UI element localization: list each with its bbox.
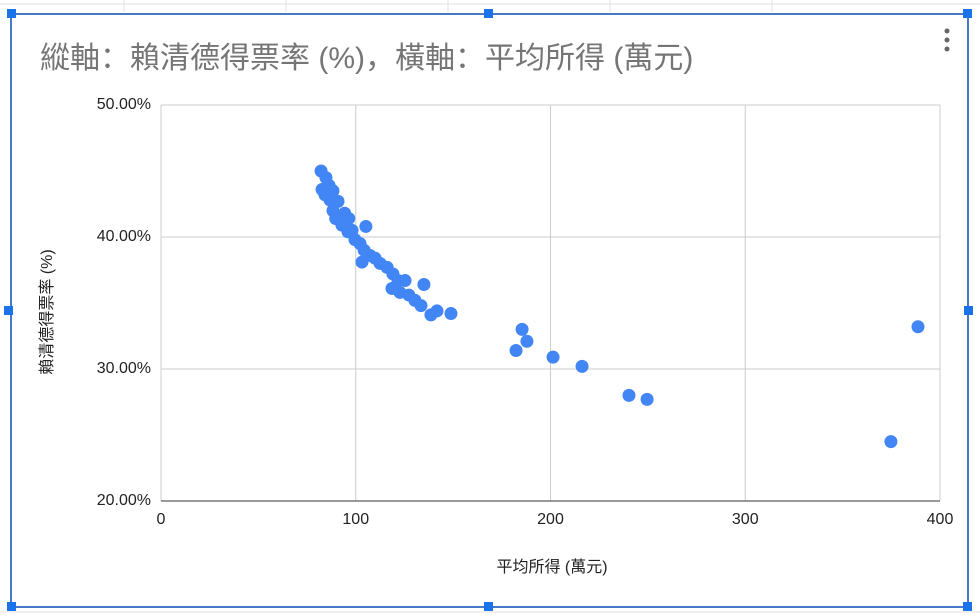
x-tick-label: 200 — [537, 511, 564, 528]
x-tick-label: 400 — [927, 511, 954, 528]
point — [546, 350, 560, 364]
point — [414, 299, 428, 313]
y-tick-label: 20.00% — [97, 492, 151, 509]
point — [575, 359, 589, 373]
y-tick-label: 40.00% — [97, 228, 151, 245]
point — [622, 388, 636, 402]
point — [640, 392, 654, 406]
chart-frame[interactable] — [10, 13, 969, 608]
point — [884, 435, 898, 449]
point — [430, 304, 444, 318]
x-axis-label: 平均所得 (萬元) — [496, 558, 607, 576]
point — [520, 334, 534, 348]
x-tick-label: 100 — [342, 511, 369, 528]
point — [398, 274, 412, 288]
y-tick-label: 30.00% — [97, 360, 151, 377]
x-tick-label: 300 — [732, 511, 759, 528]
chart-title: 縱軸：賴清德得票率 (%)，橫軸：平均所得 (萬元) — [40, 42, 693, 75]
y-axis-label: 賴清德得票率 (%) — [38, 249, 56, 374]
point — [359, 219, 373, 233]
x-tick-label: 0 — [157, 511, 166, 528]
point — [515, 322, 529, 336]
point — [911, 320, 925, 334]
point — [444, 307, 458, 321]
point — [509, 344, 523, 358]
resize-handles[interactable] — [4, 9, 973, 611]
y-tick-label: 50.00% — [97, 96, 151, 113]
point — [355, 255, 369, 269]
menu-button[interactable] — [944, 28, 950, 52]
point — [417, 278, 431, 292]
